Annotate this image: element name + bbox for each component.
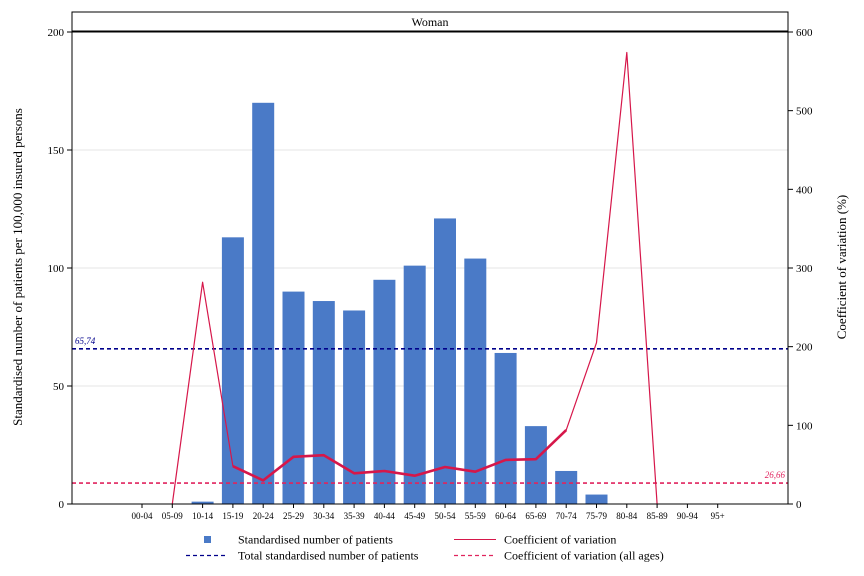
- right-y-axis: 0 100 200 300 400 500 600: [788, 27, 813, 511]
- bar: [252, 102, 275, 505]
- left-y-tick-label: 0: [59, 499, 65, 511]
- bar: [494, 352, 517, 504]
- plot-frame: [71, 11, 789, 505]
- x-tick-label: 35-39: [344, 511, 365, 521]
- right-y-tick-label: 300: [796, 263, 813, 275]
- x-tick-label: 55-59: [465, 511, 486, 521]
- x-tick-label: 40-44: [374, 511, 395, 521]
- right-y-tick-label: 0: [796, 499, 802, 511]
- grid-lines: [72, 31, 788, 387]
- x-tick-label: 30-34: [313, 511, 334, 521]
- reference-line-label: 65,74: [75, 336, 96, 346]
- x-tick-label: 65-69: [525, 511, 546, 521]
- x-tick-label: 70-74: [556, 511, 577, 521]
- right-y-tick-label: 100: [796, 420, 813, 432]
- right-y-axis-title: Coefficient of variation (%): [834, 195, 849, 340]
- x-tick-label: 20-24: [253, 511, 274, 521]
- right-y-tick-label: 500: [796, 106, 813, 118]
- bar: [585, 494, 608, 504]
- cv-line-series: [171, 51, 658, 505]
- right-y-tick-label: 200: [796, 342, 813, 354]
- bar: [373, 279, 396, 504]
- legend-label-total: Total standardised number of patients: [238, 549, 419, 563]
- x-tick-label: 95+: [711, 511, 725, 521]
- x-tick-label: 60-64: [495, 511, 516, 521]
- x-tick-label: 50-54: [435, 511, 456, 521]
- panel-title: Woman: [411, 15, 448, 29]
- reference-line-label: 26,66: [765, 470, 786, 480]
- bar-series: [191, 102, 608, 505]
- bar: [282, 291, 305, 504]
- left-y-tick-label: 100: [48, 263, 65, 275]
- bar: [555, 470, 578, 504]
- left-y-tick-label: 150: [48, 145, 65, 157]
- x-tick-label: 80-84: [616, 511, 637, 521]
- left-y-axis: 0 50 100 150 200: [48, 27, 72, 511]
- x-tick-label: 90-94: [677, 511, 698, 521]
- bar: [312, 301, 335, 504]
- legend-label-cv: Coefficient of variation: [504, 533, 616, 547]
- bar: [464, 258, 487, 504]
- bar: [221, 237, 244, 504]
- x-tick-label: 05-09: [162, 511, 183, 521]
- bar: [403, 265, 426, 504]
- bar: [434, 218, 456, 504]
- legend-marker-bars: [204, 536, 211, 543]
- left-y-axis-title: Standardised number of patients per 100,…: [10, 108, 25, 426]
- legend-label-bars: Standardised number of patients: [238, 533, 393, 547]
- bar: [524, 426, 547, 504]
- cv-line-emphasis: [232, 429, 568, 482]
- x-axis: 00-04 05-09 10-14 15-19 20-24 25-29 30-34 35-39…: [132, 504, 725, 521]
- bar: [343, 310, 366, 504]
- left-y-tick-label: 50: [53, 381, 65, 393]
- x-tick-label: 00-04: [132, 511, 153, 521]
- right-y-tick-label: 600: [796, 27, 813, 39]
- x-tick-label: 75-79: [586, 511, 607, 521]
- left-y-tick-label: 200: [48, 27, 65, 39]
- bar: [191, 501, 214, 504]
- x-tick-label: 85-89: [647, 511, 668, 521]
- x-tick-label: 45-49: [404, 511, 425, 521]
- reference-lines: 65,74 26,66: [72, 336, 788, 484]
- legend-label-cv-all: Coefficient of variation (all ages): [504, 549, 664, 563]
- x-tick-label: 10-14: [192, 511, 213, 521]
- x-tick-label: 15-19: [222, 511, 243, 521]
- x-tick-label: 25-29: [283, 511, 304, 521]
- right-y-tick-label: 400: [796, 184, 813, 196]
- legend: Standardised number of patients Coeffici…: [186, 533, 664, 563]
